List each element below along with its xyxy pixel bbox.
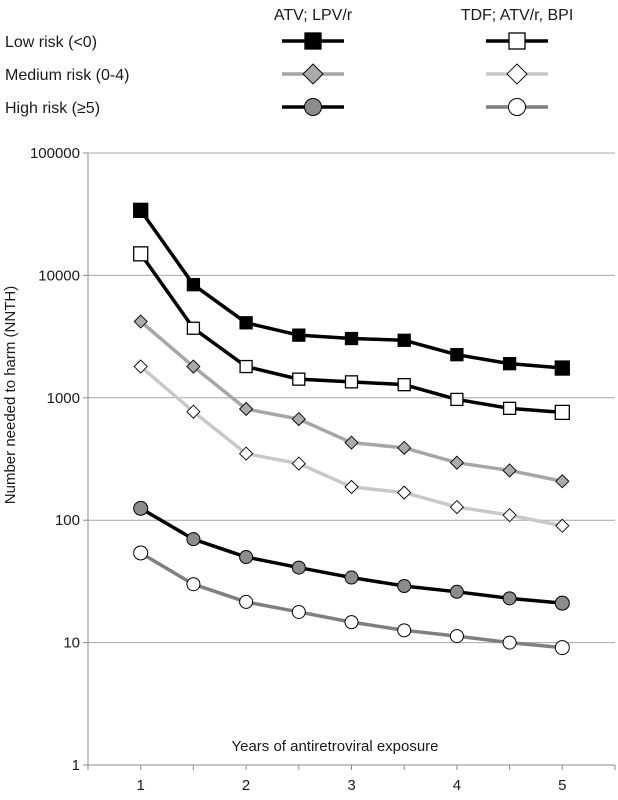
data-point [397, 485, 412, 500]
y-tick-label: 10000 [38, 267, 80, 284]
data-point [133, 545, 149, 561]
data-point [344, 331, 359, 346]
data-point [291, 604, 306, 619]
x-tick-label: 3 [347, 777, 355, 794]
data-point [238, 446, 254, 461]
data-point [449, 499, 465, 515]
data-point [502, 635, 517, 650]
data-point [450, 392, 464, 407]
data-point [238, 401, 254, 417]
legend-marker [508, 98, 526, 116]
data-point [133, 246, 149, 262]
series-group [133, 202, 570, 656]
series-4 [133, 500, 570, 611]
series-3 [133, 359, 570, 533]
data-point [291, 411, 306, 427]
data-point [186, 321, 201, 335]
x-tick-label: 1 [137, 777, 145, 794]
data-point [186, 532, 201, 547]
legend-entry [486, 98, 548, 116]
data-point [186, 577, 201, 592]
legend-marker [304, 98, 322, 116]
legend-entry [486, 32, 548, 50]
y-tick-label: 1 [72, 757, 80, 774]
y-tick-label: 1000 [47, 390, 80, 407]
data-point [186, 278, 201, 292]
data-point [291, 560, 306, 575]
legend-row-label: High risk (≥5) [5, 100, 100, 117]
series-1 [133, 246, 570, 421]
x-tick-label: 2 [242, 777, 250, 794]
data-point [397, 333, 411, 347]
legend-entry [486, 63, 548, 85]
legend-row-label: Low risk (<0) [5, 34, 97, 51]
axes: 1 10 100 1000 10000 100000 1 2 3 4 5 [30, 145, 616, 794]
data-point [344, 570, 359, 585]
series-5 [133, 545, 570, 656]
y-axis-label: Number needed to harm (NNTH) [2, 286, 19, 504]
data-point [555, 518, 570, 533]
series-0 [133, 202, 570, 376]
data-point [186, 359, 201, 374]
y-tick-label: 100 [55, 512, 80, 529]
x-axis-label: Years of antiretroviral exposure [231, 738, 438, 755]
data-point [554, 640, 570, 656]
legend-marker [508, 32, 526, 50]
data-point [450, 348, 464, 362]
data-point [502, 401, 517, 415]
data-point [344, 615, 359, 630]
y-tick-label: 10 [63, 635, 80, 652]
y-tick-label: 100000 [30, 145, 80, 162]
data-point [397, 440, 412, 455]
legend-marker [506, 63, 528, 85]
data-point [554, 404, 570, 421]
data-point [397, 579, 412, 594]
data-point [502, 357, 517, 371]
series-line [139, 320, 563, 483]
data-point [133, 500, 149, 516]
legend-entry [282, 32, 344, 50]
data-point [397, 378, 411, 392]
data-point [554, 360, 570, 376]
data-point [239, 359, 253, 374]
data-point [133, 314, 148, 329]
data-point [344, 435, 359, 450]
data-point [555, 474, 570, 489]
x-tick-label: 5 [558, 777, 566, 794]
data-point [344, 479, 359, 495]
data-point [554, 595, 570, 611]
legend-marker [304, 32, 322, 50]
legend-entry [282, 63, 344, 85]
legend-entry [282, 98, 344, 116]
data-point [502, 463, 517, 478]
data-point [291, 456, 306, 471]
x-tick-label: 4 [453, 777, 461, 794]
data-point [133, 359, 148, 374]
legend-column-header: ATV; LPV/r [274, 7, 353, 24]
data-point [397, 623, 412, 638]
data-point [502, 591, 517, 606]
data-point [449, 455, 465, 470]
data-point [292, 372, 306, 386]
legend-column-header: TDF; ATV/r, BPI [461, 7, 574, 24]
legend-row-label: Medium risk (0-4) [5, 67, 129, 84]
data-point [502, 507, 517, 523]
legend-marker [302, 63, 324, 85]
data-point [449, 629, 464, 644]
data-point [344, 375, 359, 389]
series-2 [133, 314, 570, 489]
legend: ATV; LPV/r TDF; ATV/r, BPI Low risk (<0) Me… [5, 7, 573, 117]
series-line [139, 551, 563, 650]
data-point [133, 202, 149, 218]
data-point [292, 328, 306, 342]
data-point [186, 404, 201, 419]
data-point [239, 550, 254, 565]
data-point [449, 584, 464, 599]
data-point [239, 316, 253, 330]
data-point [239, 594, 254, 609]
